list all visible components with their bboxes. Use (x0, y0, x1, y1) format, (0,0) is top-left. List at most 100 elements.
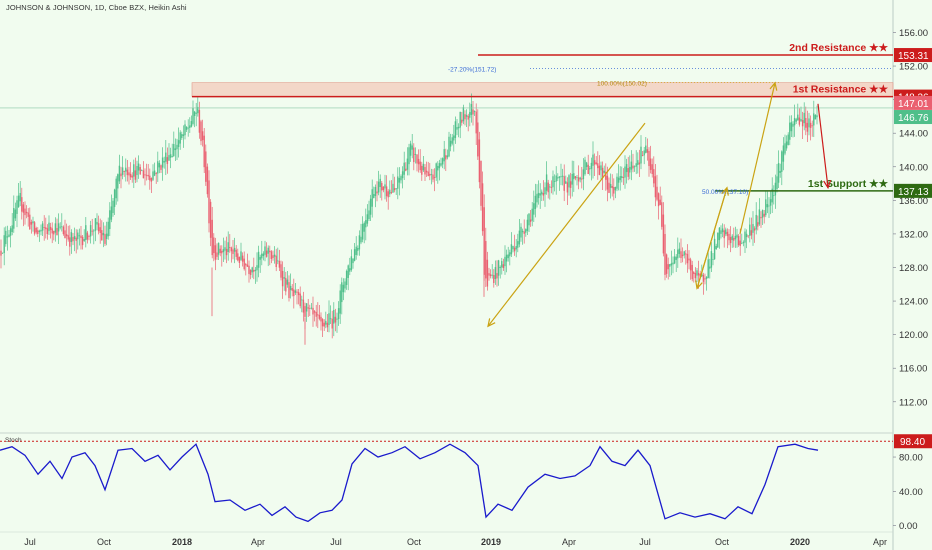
candle-body (347, 265, 349, 278)
candle-body (280, 264, 282, 278)
candle-body (43, 227, 45, 228)
candle-body (649, 158, 652, 170)
candle-body (241, 255, 244, 262)
candle-body (766, 204, 769, 208)
candle-body (1, 252, 4, 254)
candle-body (803, 112, 805, 124)
candle-body (305, 303, 308, 312)
candle-body (171, 155, 173, 157)
candle-body (651, 164, 653, 175)
time-tick-label: 2019 (481, 537, 501, 547)
candle-body (277, 260, 279, 262)
candle-body (777, 163, 780, 183)
candle-body (525, 229, 527, 233)
candle-body (213, 237, 215, 254)
candle-body (109, 210, 111, 230)
candle-body (488, 273, 490, 276)
candle-body (595, 162, 597, 165)
candle-body (590, 162, 593, 169)
candle-body (257, 251, 260, 268)
candle-body (81, 236, 84, 246)
candle-body (565, 181, 567, 184)
candle-body (646, 149, 649, 153)
candle-body (224, 247, 226, 251)
candle-body (182, 134, 185, 137)
candle-body (219, 248, 221, 253)
candle-body (781, 151, 783, 172)
candle-body (813, 113, 815, 126)
candle-body (509, 252, 511, 257)
candle-body (285, 277, 287, 292)
candle-body (97, 223, 100, 232)
candle-body (465, 114, 468, 117)
candle-body (53, 230, 55, 235)
candle-body (377, 181, 380, 193)
candle-body (448, 136, 450, 157)
candle-body (86, 232, 89, 240)
candle-body (544, 187, 546, 195)
candle-body (126, 169, 129, 176)
candle-body (409, 143, 412, 156)
candle-body (238, 256, 241, 263)
candle-body (718, 227, 721, 241)
candle-body (211, 219, 213, 256)
price-tick-label: 152.00 (899, 62, 928, 73)
candle-body (654, 176, 657, 198)
candle-body (592, 154, 594, 166)
candle-body (441, 158, 444, 165)
candle-body (688, 258, 690, 261)
candle-body (17, 195, 20, 208)
candle-body (806, 122, 809, 132)
candle-body (704, 278, 706, 280)
candle-body (376, 191, 378, 194)
candle-body (150, 178, 153, 182)
candle-body (315, 311, 317, 317)
candle-body (206, 166, 209, 195)
candle-body (13, 208, 15, 229)
candle-body (265, 250, 268, 257)
candle-body (227, 242, 229, 253)
candle-body (61, 226, 63, 228)
candle-body (526, 219, 529, 231)
candle-body (147, 174, 149, 177)
candle-body (726, 231, 729, 236)
candle-body (429, 173, 431, 176)
candle-body (605, 171, 607, 180)
candle-body (73, 236, 76, 240)
candle-body (408, 147, 410, 165)
candle-body (712, 259, 714, 260)
candle-body (581, 178, 583, 180)
candle-body (667, 264, 669, 270)
candle-body (673, 256, 676, 264)
candle-body (473, 111, 476, 113)
candle-body (547, 182, 549, 193)
candle-body (800, 119, 802, 122)
candle-body (585, 162, 588, 167)
candle-body (702, 274, 705, 282)
candle-body (697, 272, 700, 276)
candle-body (104, 234, 106, 244)
candle-body (497, 260, 500, 276)
candle-body (475, 111, 477, 134)
candle-body (245, 263, 247, 266)
candle-body (545, 174, 548, 191)
candle-body (773, 195, 775, 197)
candle-body (729, 237, 732, 244)
stoch-tick-label: 0.00 (899, 521, 918, 532)
candle-body (613, 187, 615, 194)
chart-header: JOHNSON & JOHNSON, 1D, Cboe BZX, Heikin … (6, 3, 187, 12)
candle-body (669, 264, 671, 267)
candle-body (798, 117, 801, 125)
candle-body (312, 307, 314, 315)
candle-body (141, 170, 143, 172)
candle-body (289, 285, 292, 291)
candle-body (37, 230, 39, 234)
price-tick-label: 132.00 (899, 229, 928, 240)
candle-body (461, 119, 463, 123)
candle-body (792, 123, 794, 127)
candle-body (337, 308, 340, 320)
candle-body (390, 191, 393, 193)
candle-body (670, 263, 673, 266)
candle-body (560, 176, 562, 178)
